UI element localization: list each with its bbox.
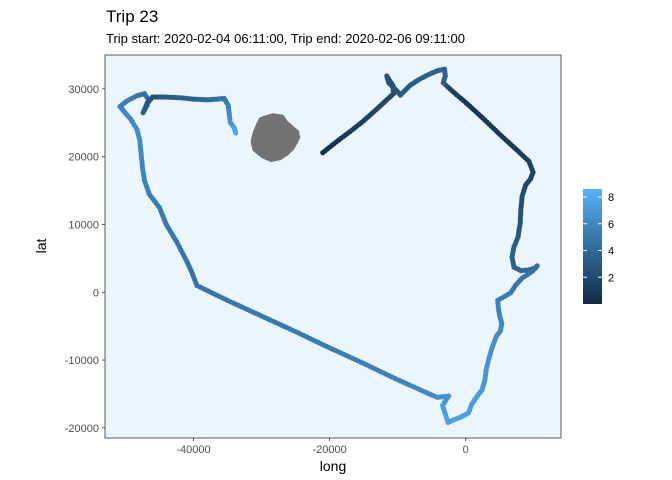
color-legend: 2 4 6 8 [583, 189, 614, 304]
island-shape [250, 113, 301, 163]
x-tick-label: 0 [463, 444, 469, 456]
x-axis: -40000 -20000 0 [176, 438, 469, 456]
chart-subtitle: Trip start: 2020-02-04 06:11:00, Trip en… [106, 31, 465, 46]
y-axis-title: lat [33, 239, 49, 254]
y-tick-label: 10000 [68, 219, 99, 231]
y-tick-label: 20000 [68, 152, 99, 164]
track-points [117, 66, 540, 425]
island-layer [250, 113, 301, 163]
x-tick-label: -40000 [176, 444, 210, 456]
x-axis-title: long [320, 458, 346, 474]
y-tick-label: -10000 [65, 355, 99, 367]
plot-panel [104, 54, 562, 439]
track-point [233, 130, 239, 136]
x-tick-label: -20000 [312, 444, 346, 456]
legend-tick-label: 6 [608, 219, 614, 231]
y-axis: -20000 -10000 0 10000 20000 30000 [65, 84, 105, 435]
legend-tick-label: 2 [608, 272, 614, 284]
y-tick-label: 0 [93, 287, 99, 299]
legend-tick-label: 4 [608, 246, 614, 258]
chart-title: Trip 23 [106, 7, 158, 26]
legend-colorbar [583, 189, 602, 304]
legend-tick-label: 8 [608, 192, 614, 204]
y-tick-label: 30000 [68, 84, 99, 96]
y-tick-label: -20000 [65, 423, 99, 435]
